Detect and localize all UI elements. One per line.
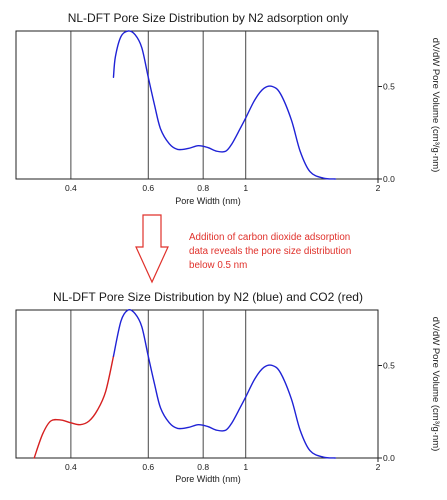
x-axis-ticks: 0.4 0.6 0.8 1 2 [65,462,381,472]
y-tick-label: 0.5 [383,361,395,371]
x-tick-label: 1 [243,462,248,472]
x-axis-label: Pore Width (nm) [175,196,241,206]
plot-frame [15,30,379,180]
series-line [33,355,115,459]
annotation-line-1: Addition of carbon dioxide adsorption [189,232,350,243]
grid-lines [70,310,379,462]
x-tick-label: 0.8 [197,462,209,472]
x-tick-label: 0.6 [142,183,154,193]
series-line [112,30,337,180]
series-layer [112,30,337,180]
y-axis-label: dV/dW Pore Volume (cm³/g·nm) [430,317,441,452]
chart-n2-co2: NL-DFT Pore Size Distribution by N2 (blu… [15,290,441,484]
chart-n2-only: NL-DFT Pore Size Distribution by N2 adso… [15,11,441,206]
x-tick-label: 2 [376,183,381,193]
x-axis-ticks: 0.4 0.6 0.8 1 2 [65,183,381,193]
annotation-line-2: data reveals the pore size distribution [189,246,351,257]
chart-title: NL-DFT Pore Size Distribution by N2 adso… [68,11,349,25]
grid-lines [70,31,379,183]
y-tick-label: 0.0 [383,453,395,463]
x-tick-label: 1 [243,183,248,193]
annotation-line-3: below 0.5 nm [189,260,247,271]
y-tick-label: 0.0 [383,174,395,184]
x-axis-label: Pore Width (nm) [175,474,241,484]
series-layer [33,308,337,459]
annotation: Addition of carbon dioxide adsorption da… [135,214,351,284]
y-axis-ticks: 0.5 0.0 [378,361,395,463]
down-arrow-icon [135,214,169,284]
plot-frame [15,309,379,459]
y-axis-ticks: 0.5 0.0 [378,82,395,184]
x-tick-label: 0.8 [197,183,209,193]
x-tick-label: 0.4 [65,183,77,193]
x-tick-label: 0.6 [142,462,154,472]
series-line [112,308,337,459]
x-tick-label: 0.4 [65,462,77,472]
x-tick-label: 2 [376,462,381,472]
chart-title: NL-DFT Pore Size Distribution by N2 (blu… [53,290,363,304]
y-tick-label: 0.5 [383,82,395,92]
y-axis-label: dV/dW Pore Volume (cm³/g·nm) [430,38,441,173]
